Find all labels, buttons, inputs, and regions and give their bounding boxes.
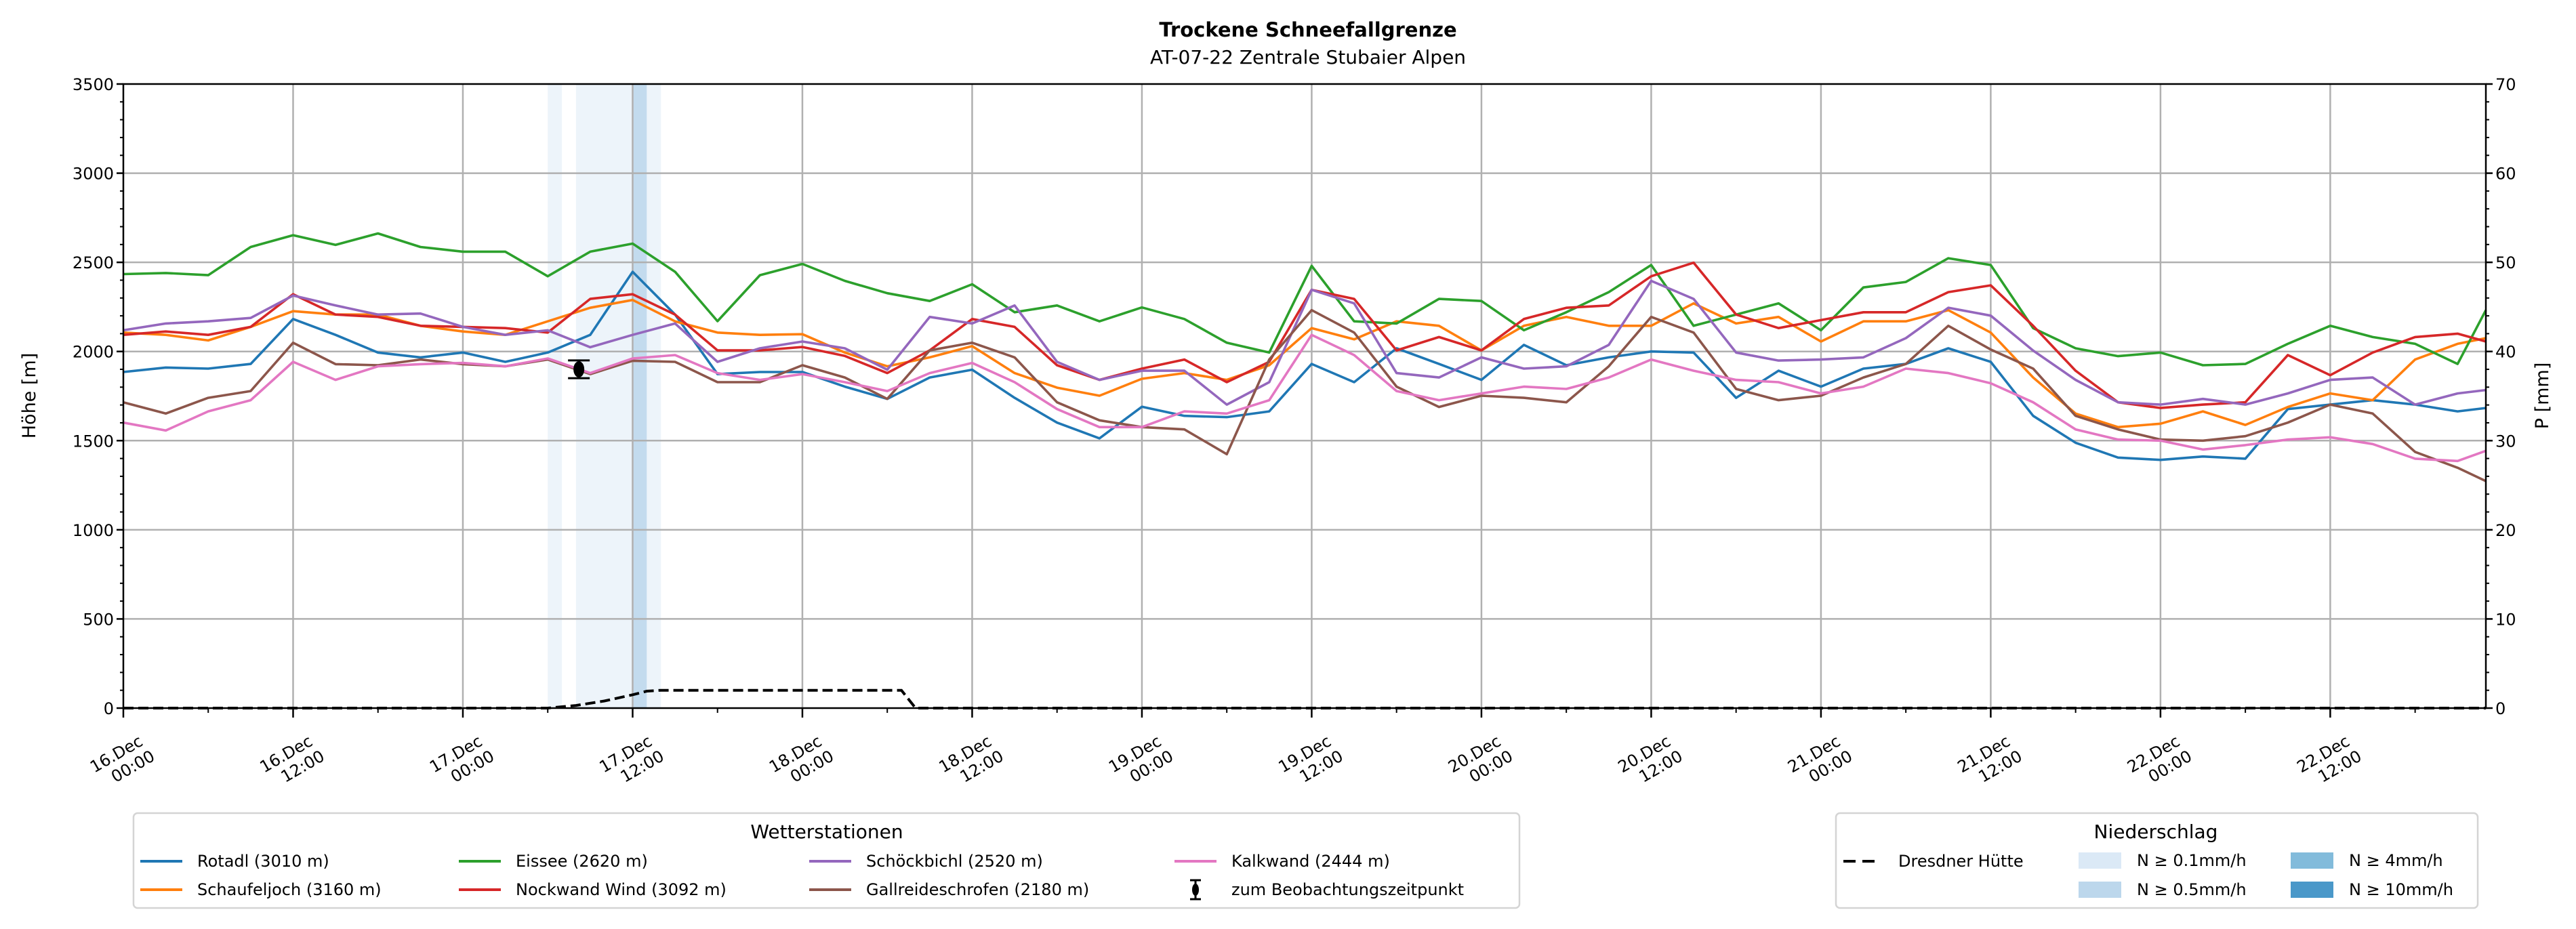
series-lines	[123, 232, 2487, 709]
y-tick-label: 2500	[73, 253, 114, 272]
precipitation-line	[123, 688, 2486, 709]
y-tick-label: 1500	[73, 432, 114, 451]
legend-stations: Wetterstationen Rotadl (3010 m) Schaufelj…	[132, 812, 1521, 909]
y-tick-label: 2000	[73, 343, 114, 362]
legend-precip-class-swatch-3	[2291, 882, 2333, 898]
precipitation-band	[632, 84, 647, 708]
axes: 0 500 1000 1500 2000 2500 3000 3500 0 10 20 30 40 50 6…	[73, 75, 2516, 787]
y-right-tick-label: 60	[2495, 165, 2516, 184]
y-axis-label: Höhe [m]	[19, 353, 40, 439]
legend-precip-class-label-2: N ≥ 4mm/h	[2349, 851, 2443, 870]
legend-label-4: Schöckbichl (2520 m)	[866, 852, 1043, 871]
legend-label-2: Eissee (2620 m)	[516, 852, 648, 871]
series-line-2	[123, 232, 2487, 367]
y-tick-label: 3000	[73, 165, 114, 184]
y-tick-label: 1000	[73, 521, 114, 540]
legend-precip-class-swatch-1	[2079, 882, 2121, 898]
legend-observation-label: zum Beobachtungszeitpunkt	[1231, 880, 1464, 899]
precipitation-band	[647, 84, 661, 708]
legend-observation-point	[1192, 884, 1199, 896]
y-tick-label: 3500	[73, 75, 114, 94]
legend-label-3: Nockwand Wind (3092 m)	[516, 880, 727, 899]
legend-precipitation: Niederschlag Dresdner Hütte N ≥ 0.1mm/h N …	[1835, 812, 2479, 909]
legend-precip-class-swatch-0	[2079, 852, 2121, 869]
y-tick-label: 500	[83, 610, 114, 629]
y-right-tick-label: 30	[2495, 432, 2516, 451]
y-right-tick-label: 40	[2495, 343, 2516, 362]
legend-label-0: Rotadl (3010 m)	[197, 852, 329, 871]
y-right-tick-label: 20	[2495, 521, 2516, 540]
legend-stations-title: Wetterstationen	[750, 821, 903, 843]
y-right-tick-label: 10	[2495, 610, 2516, 629]
grid	[123, 84, 2486, 708]
precipitation-bands	[548, 84, 661, 708]
precipitation-band	[548, 84, 563, 708]
legend-precip-class-swatch-2	[2291, 852, 2333, 869]
legend-label-6: Kalkwand (2444 m)	[1231, 852, 1390, 871]
series-line-6	[123, 333, 2487, 463]
legend-precip-class-label-0: N ≥ 0.1mm/h	[2137, 851, 2247, 870]
series-line-4	[123, 279, 2487, 406]
y-axis-right-label: P [mm]	[2532, 363, 2553, 430]
legend-precip-line-label: Dresdner Hütte	[1898, 852, 2024, 871]
plot-frame	[122, 83, 2487, 709]
series-line-0	[123, 270, 2487, 461]
y-right-tick-label: 0	[2495, 699, 2506, 718]
y-right-tick-label: 70	[2495, 75, 2516, 94]
chart-title: Trockene Schneefallgrenze	[1159, 18, 1456, 41]
legend-label-1: Schaufeljoch (3160 m)	[197, 880, 382, 899]
observation-point	[573, 361, 585, 378]
legend-label-5: Gallreideschrofen (2180 m)	[866, 880, 1089, 899]
chart-subtitle: AT-07-22 Zentrale Stubaier Alpen	[1150, 46, 1466, 68]
y-tick-label: 0	[104, 699, 114, 718]
legend-precip-class-label-3: N ≥ 10mm/h	[2349, 880, 2453, 899]
precipitation-band	[575, 84, 633, 708]
legend-precip-title: Niederschlag	[2094, 821, 2218, 843]
y-right-tick-label: 50	[2495, 253, 2516, 272]
legend-precip-class-label-1: N ≥ 0.5mm/h	[2137, 880, 2247, 899]
